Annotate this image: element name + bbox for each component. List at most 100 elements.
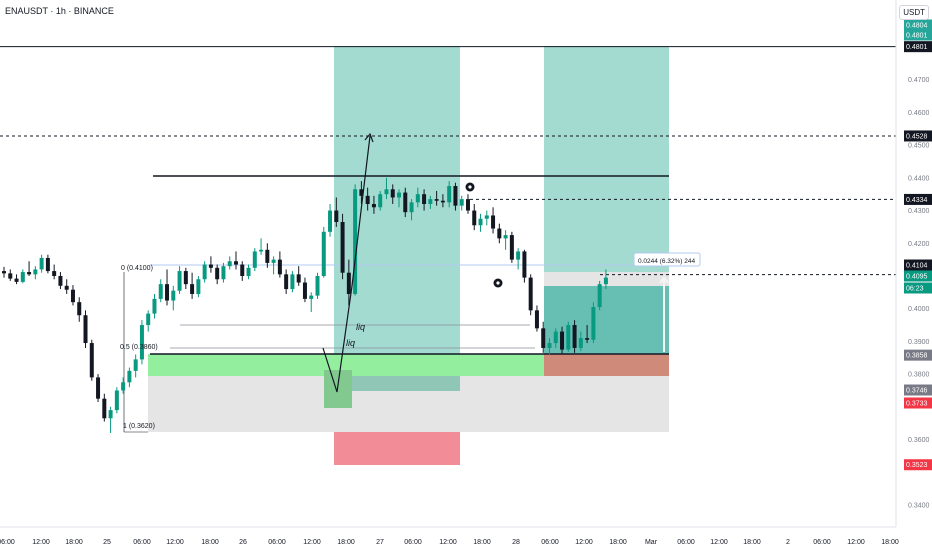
candle[interactable] xyxy=(597,284,602,308)
candle[interactable] xyxy=(378,194,383,208)
price-label-box[interactable] xyxy=(904,282,932,294)
candle[interactable] xyxy=(146,313,151,326)
candle[interactable] xyxy=(353,189,358,294)
candle[interactable] xyxy=(440,200,445,203)
candle[interactable] xyxy=(190,284,195,294)
candle[interactable] xyxy=(27,272,32,275)
price-label-box[interactable] xyxy=(904,193,932,205)
candle[interactable] xyxy=(409,202,414,213)
candle[interactable] xyxy=(8,273,13,279)
price-label[interactable]: 0.3746 xyxy=(906,388,928,395)
candle[interactable] xyxy=(302,282,307,299)
candle[interactable] xyxy=(246,267,251,276)
candle[interactable] xyxy=(585,338,590,340)
candle[interactable] xyxy=(227,261,232,267)
price-label[interactable]: 0.4095 xyxy=(906,274,928,281)
long-position-loss-zone[interactable] xyxy=(544,354,669,378)
candle[interactable] xyxy=(459,199,464,206)
candle[interactable] xyxy=(321,231,326,276)
candle[interactable] xyxy=(277,259,282,275)
candle[interactable] xyxy=(58,275,63,286)
candle[interactable] xyxy=(315,275,320,296)
candle[interactable] xyxy=(465,199,470,211)
candle[interactable] xyxy=(384,189,389,195)
projection-arrow[interactable] xyxy=(322,135,371,393)
candle[interactable] xyxy=(64,285,69,290)
candle[interactable] xyxy=(578,338,583,348)
candle[interactable] xyxy=(447,186,452,203)
candle[interactable] xyxy=(509,235,514,260)
candle[interactable] xyxy=(528,277,533,311)
candle[interactable] xyxy=(491,215,496,229)
candle[interactable] xyxy=(572,325,577,348)
candle[interactable] xyxy=(422,194,427,205)
candle[interactable] xyxy=(171,290,176,301)
candle[interactable] xyxy=(484,215,489,219)
candle[interactable] xyxy=(14,278,19,282)
candle[interactable] xyxy=(428,199,433,205)
candle[interactable] xyxy=(152,298,157,314)
candle[interactable] xyxy=(434,199,439,201)
candle[interactable] xyxy=(453,186,458,206)
candle[interactable] xyxy=(522,251,527,278)
candle[interactable] xyxy=(183,271,188,285)
candle[interactable] xyxy=(472,210,477,226)
candle[interactable] xyxy=(415,194,420,203)
price-label-box[interactable] xyxy=(904,349,932,361)
candle[interactable] xyxy=(108,410,113,419)
candle[interactable] xyxy=(139,325,144,360)
candle[interactable] xyxy=(284,274,289,290)
candle[interactable] xyxy=(265,249,270,263)
candle[interactable] xyxy=(102,398,107,419)
price-label-box[interactable] xyxy=(904,41,932,53)
price-label-box[interactable] xyxy=(904,459,932,471)
candle[interactable] xyxy=(70,289,75,303)
price-label-box[interactable] xyxy=(904,130,932,142)
candle[interactable] xyxy=(290,274,295,290)
candle[interactable] xyxy=(127,370,132,383)
candle[interactable] xyxy=(403,192,408,213)
candle[interactable] xyxy=(240,264,245,276)
candle[interactable] xyxy=(252,251,257,268)
candle[interactable] xyxy=(371,204,376,208)
price-label[interactable]: 0.3733 xyxy=(906,401,928,408)
candle[interactable] xyxy=(233,261,238,265)
candle[interactable] xyxy=(503,235,508,239)
candle[interactable] xyxy=(516,251,521,260)
candle[interactable] xyxy=(334,210,339,223)
candle[interactable] xyxy=(547,343,552,348)
price-label-box[interactable] xyxy=(904,397,932,409)
candle[interactable] xyxy=(52,271,57,276)
candle[interactable] xyxy=(39,257,44,270)
candle[interactable] xyxy=(165,284,170,301)
candle[interactable] xyxy=(359,189,364,196)
candle[interactable] xyxy=(560,331,565,350)
price-label[interactable]: 0.4801 xyxy=(906,44,928,51)
candle[interactable] xyxy=(309,295,314,299)
price-label[interactable]: 0.4528 xyxy=(906,133,928,140)
candle[interactable] xyxy=(534,310,539,329)
demand-zone[interactable] xyxy=(148,354,544,376)
candle[interactable] xyxy=(271,259,276,263)
candle[interactable] xyxy=(497,228,502,239)
candle[interactable] xyxy=(33,269,38,275)
price-label[interactable]: 0.4801 xyxy=(906,33,928,40)
candle[interactable] xyxy=(591,307,596,340)
candle[interactable] xyxy=(397,192,402,198)
candle[interactable] xyxy=(89,343,94,378)
price-label[interactable]: 0.4804 xyxy=(906,23,928,30)
candle[interactable] xyxy=(45,257,50,272)
candle[interactable] xyxy=(215,267,220,280)
candle[interactable] xyxy=(114,390,119,411)
candle[interactable] xyxy=(553,331,558,344)
price-label-box[interactable] xyxy=(904,270,932,282)
currency-label[interactable]: USDT xyxy=(899,5,929,20)
candle[interactable] xyxy=(346,272,351,294)
price-label[interactable]: 0.4104 xyxy=(906,263,928,270)
price-label-box[interactable] xyxy=(904,259,932,271)
candle[interactable] xyxy=(566,325,571,350)
price-label[interactable]: 0.4334 xyxy=(906,197,928,204)
candle[interactable] xyxy=(221,266,226,280)
candle[interactable] xyxy=(133,359,138,371)
